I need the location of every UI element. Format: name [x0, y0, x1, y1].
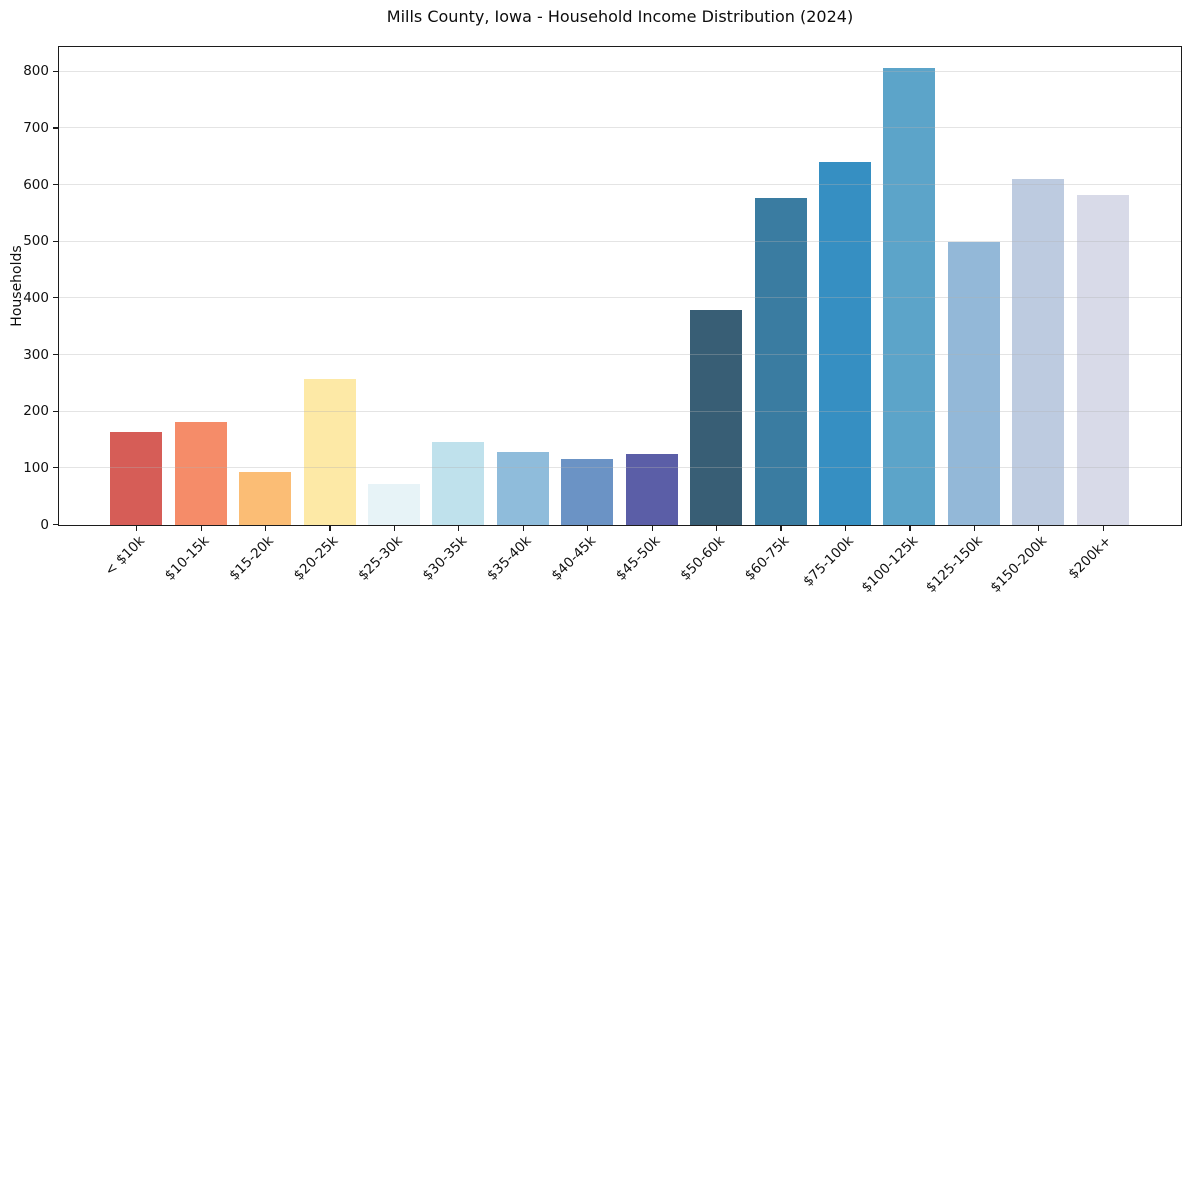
- y-tick-label-700: 700: [23, 119, 49, 136]
- x-tick-mark-0: [136, 526, 138, 531]
- y-tick-mark-700: [53, 127, 58, 129]
- bar-40-45k: [561, 458, 614, 525]
- x-tick-mark-9: [716, 526, 718, 531]
- x-tick-label-14: $150-200k: [987, 533, 1051, 596]
- x-tick-mark-12: [909, 526, 911, 531]
- bar-150-200k: [1012, 179, 1065, 525]
- x-tick-mark-5: [458, 526, 460, 531]
- y-tick-mark-600: [53, 183, 58, 186]
- bar-45-50k: [625, 454, 678, 525]
- bar-15-20k: [239, 471, 292, 525]
- x-tick-mark-4: [393, 526, 396, 531]
- bar-20-25k: [303, 379, 356, 525]
- bar-35-40k: [496, 451, 549, 525]
- y-tick-mark-800: [53, 70, 58, 72]
- y-axis-label: Households: [9, 245, 25, 327]
- y-tick-label-100: 100: [23, 459, 49, 476]
- x-tick-mark-11: [844, 526, 847, 531]
- bars-layer: [59, 47, 1181, 525]
- y-tick-mark-100: [53, 467, 58, 469]
- x-tick-mark-2: [264, 526, 267, 531]
- x-tick-mark-10: [780, 526, 782, 531]
- y-tick-mark-200: [53, 410, 58, 412]
- bar-60-75k: [754, 197, 807, 525]
- x-tick-mark-14: [1038, 526, 1040, 531]
- bar-200k: [1076, 195, 1129, 525]
- x-tick-mark-3: [329, 526, 331, 531]
- bar-10k: [110, 432, 163, 525]
- y-tick-mark-500: [53, 240, 58, 242]
- x-tick-mark-7: [587, 526, 589, 531]
- x-tick-label-7: $40-45k: [548, 533, 600, 584]
- y-tick-label-600: 600: [23, 176, 49, 193]
- y-tick-label-400: 400: [23, 289, 49, 306]
- x-tick-mark-15: [1102, 526, 1104, 531]
- plot-area: [58, 46, 1182, 526]
- x-tick-label-11: $75-100k: [800, 533, 857, 590]
- y-tick-label-0: 0: [40, 516, 49, 533]
- y-tick-label-500: 500: [23, 233, 49, 250]
- bar-10-15k: [174, 421, 227, 525]
- bar-125-150k: [947, 242, 1000, 525]
- y-tick-mark-400: [53, 297, 58, 299]
- y-tick-label-300: 300: [23, 346, 49, 363]
- y-tick-mark-300: [53, 353, 58, 356]
- bar-25-30k: [367, 484, 420, 525]
- y-tick-label-200: 200: [23, 403, 49, 420]
- x-tick-mark-8: [651, 526, 653, 531]
- chart-figure: Mills County, Iowa - Household Income Di…: [9, 7, 1182, 596]
- x-tick-mark-1: [200, 526, 202, 531]
- y-tick-mark-0: [53, 523, 58, 526]
- x-tick-mark-13: [973, 526, 975, 531]
- x-tick-label-3: $20-25k: [290, 533, 342, 584]
- chart-title: Mills County, Iowa - Household Income Di…: [386, 7, 854, 26]
- bar-30-35k: [432, 442, 485, 525]
- bar-100-125k: [883, 67, 936, 525]
- y-tick-label-800: 800: [23, 63, 49, 80]
- bar-75-100k: [819, 161, 872, 525]
- x-tick-mark-6: [522, 526, 524, 531]
- bar-50-60k: [690, 310, 743, 525]
